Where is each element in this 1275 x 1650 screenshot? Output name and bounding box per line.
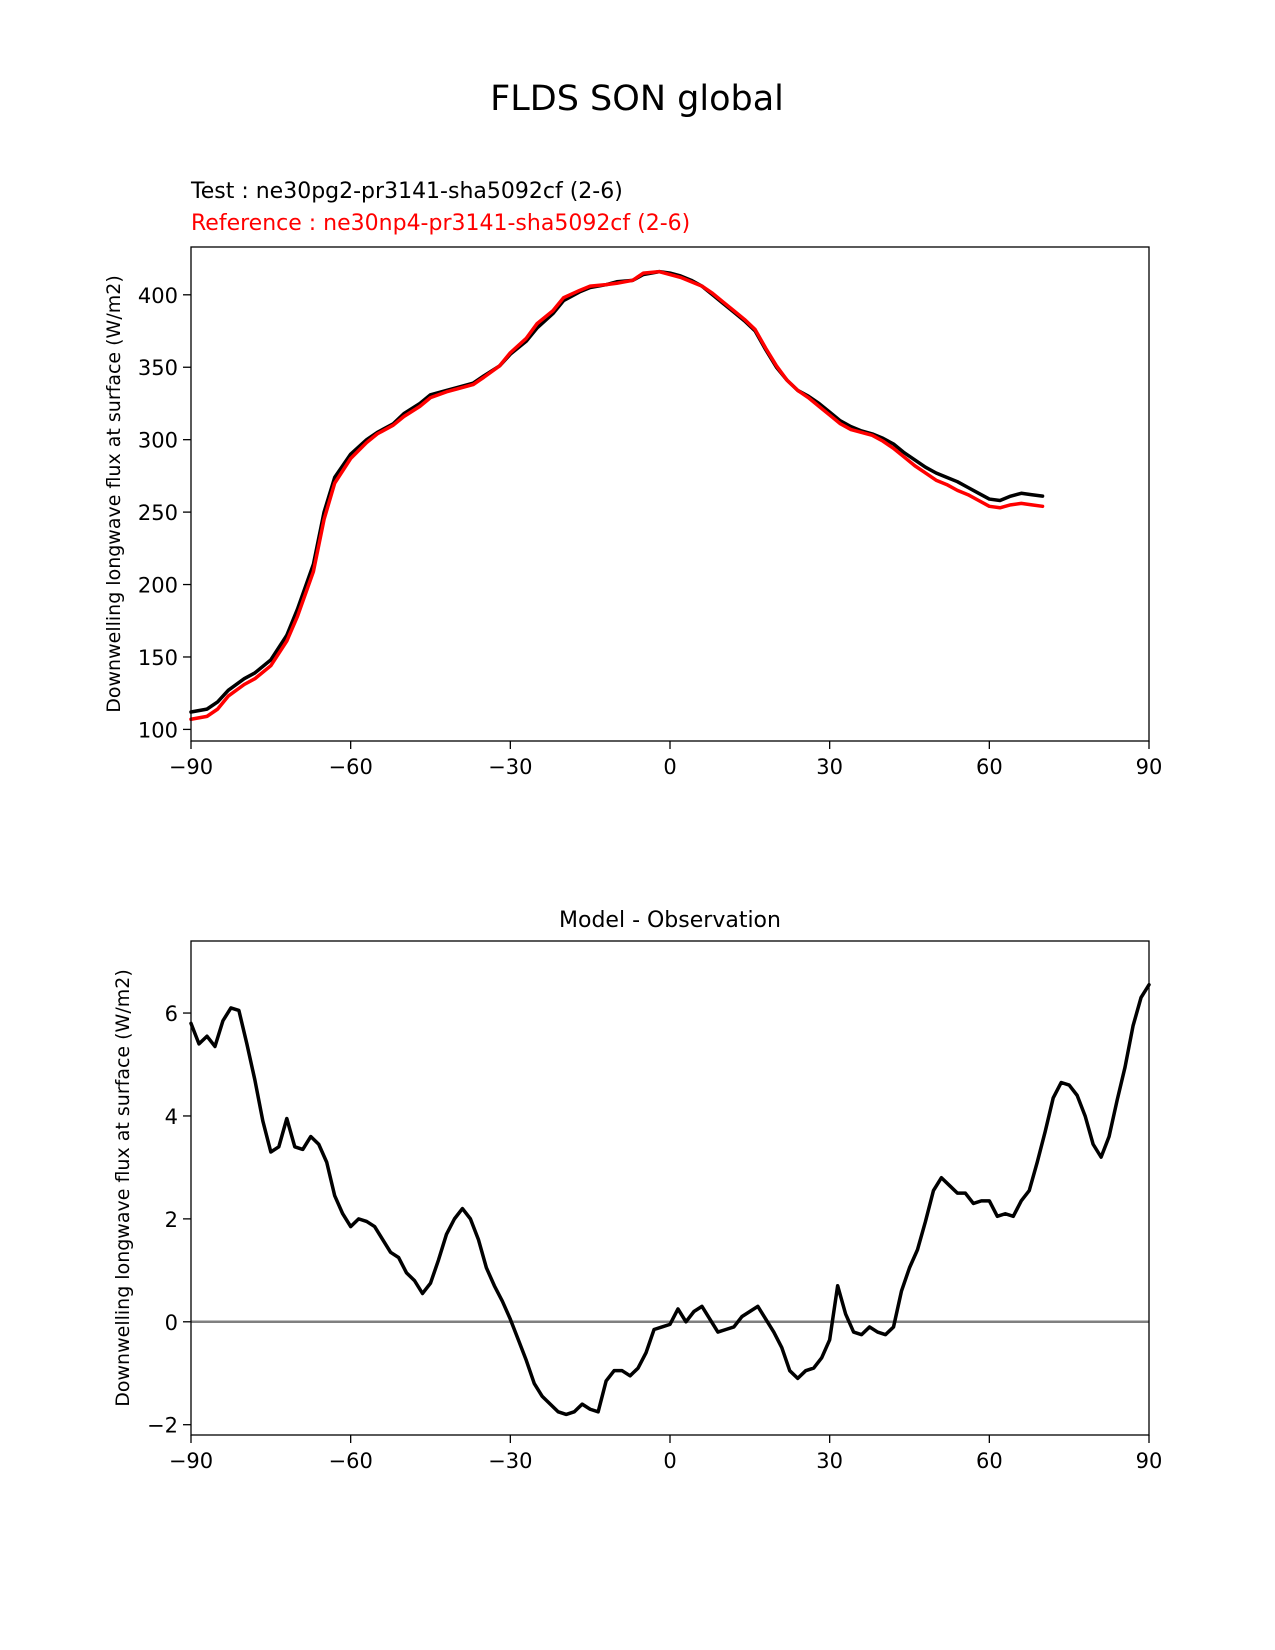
y-tick-label: 2 [165,1208,178,1232]
x-tick-label: 0 [663,1449,676,1473]
x-tick-label: 0 [663,755,676,779]
bottom-panel: Model - Observation Downwelling longwave… [112,908,1162,1473]
bottom-title: Model - Observation [559,908,781,933]
y-tick-label: 350 [138,356,178,380]
x-tick-label: −90 [169,1449,213,1473]
x-tick-label: 60 [976,1449,1003,1473]
bottom-series [189,982,1151,1417]
x-tick-label: 90 [1136,1449,1163,1473]
y-tick-label: 200 [138,574,178,598]
bottom-axes-ticks: −90 −60 −30 0 30 60 90 −2 0 2 4 6 [147,1002,1162,1473]
x-tick-label: −60 [329,1449,373,1473]
legend-test: Test : ne30pg2-pr3141-sha5092cf (2-6) [190,179,623,204]
y-tick-label: 150 [138,646,178,670]
series-line-test [189,269,1045,714]
x-tick-label: 90 [1136,755,1163,779]
x-tick-label: 30 [816,1449,843,1473]
bottom-plot-frame [190,940,1150,1436]
top-panel: Test : ne30pg2-pr3141-sha5092cf (2-6) Re… [103,179,1162,779]
legend-reference: Reference : ne30np4-pr3141-sha5092cf (2-… [191,211,690,236]
series-line-model-observation [189,982,1151,1417]
x-tick-label: 30 [816,755,843,779]
y-tick-label: 0 [165,1311,178,1335]
figure-title: FLDS SON global [490,79,784,119]
bottom-y-axis-label: Downwelling longwave flux at surface (W/… [112,969,134,1407]
y-tick-label: 100 [138,718,178,742]
top-y-axis-label: Downwelling longwave flux at surface (W/… [103,275,125,713]
x-tick-label: −90 [169,755,213,779]
top-plot-frame [190,246,1150,742]
x-tick-label: 60 [976,755,1003,779]
y-tick-label: 400 [138,284,178,308]
y-tick-label: −2 [147,1414,178,1438]
top-series [189,269,1045,722]
x-tick-label: −60 [329,755,373,779]
y-tick-label: 300 [138,429,178,453]
y-tick-label: 6 [165,1002,178,1026]
y-tick-label: 4 [165,1105,178,1129]
x-tick-label: −30 [488,1449,532,1473]
top-axes-ticks: −90 −60 −30 0 30 60 90 100 150 200 250 300 350 400 [138,284,1162,779]
series-line-reference [189,269,1045,722]
x-tick-label: −30 [488,755,532,779]
y-tick-label: 250 [138,501,178,525]
